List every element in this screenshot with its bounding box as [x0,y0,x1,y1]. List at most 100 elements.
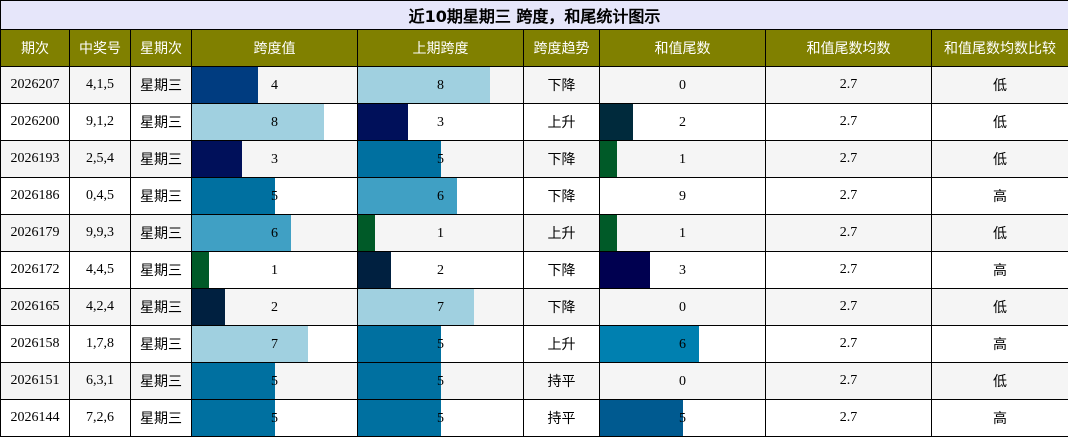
numbers-cell: 6,3,1 [70,363,131,400]
avg-cell: 2.7 [766,289,932,326]
prev-span-bar [358,252,391,288]
span-cell: 7 [192,326,358,363]
span-value: 6 [271,226,278,241]
header-prev-span: 上期跨度 [358,30,524,67]
prev-span-cell: 5 [358,363,524,400]
prev-span-cell: 5 [358,141,524,178]
prev-span-cell: 1 [358,215,524,252]
span-value: 3 [271,152,278,167]
sum-tail-bar [600,400,683,436]
span-cell: 6 [192,215,358,252]
avg-cell: 2.7 [766,326,932,363]
avg-cell: 2.7 [766,363,932,400]
numbers-cell: 4,2,4 [70,289,131,326]
trend-cell: 上升 [524,326,600,363]
header-span: 跨度值 [192,30,358,67]
numbers-cell: 7,2,6 [70,400,131,437]
prev-span-cell: 5 [358,400,524,437]
sum-tail-value: 1 [679,152,686,167]
header-compare: 和值尾数均数比较 [932,30,1068,67]
span-bar [192,104,324,140]
sum-tail-value: 2 [679,115,686,130]
avg-cell: 2.7 [766,67,932,104]
span-cell: 2 [192,289,358,326]
prev-span-cell: 2 [358,252,524,289]
span-value: 5 [271,374,278,389]
span-value: 4 [271,78,278,93]
prev-span-value: 1 [437,226,444,241]
sum-tail-value: 6 [679,337,686,352]
prev-span-cell: 5 [358,326,524,363]
span-bar [192,252,209,288]
header-sum-tail: 和值尾数 [600,30,766,67]
span-bar [192,178,275,214]
header-weekday: 星期次 [131,30,192,67]
compare-cell: 低 [932,215,1068,252]
sum-tail-cell: 9 [600,178,766,215]
period-cell: 2026179 [1,215,70,252]
span-cell: 1 [192,252,358,289]
prev-span-bar [358,141,441,177]
prev-span-value: 3 [437,115,444,130]
compare-cell: 高 [932,400,1068,437]
numbers-cell: 4,4,5 [70,252,131,289]
sum-tail-cell: 0 [600,67,766,104]
numbers-cell: 1,7,8 [70,326,131,363]
trend-cell: 下降 [524,252,600,289]
weekday-cell: 星期三 [131,289,192,326]
trend-cell: 上升 [524,215,600,252]
period-cell: 2026200 [1,104,70,141]
trend-cell: 下降 [524,289,600,326]
prev-span-value: 5 [437,152,444,167]
span-bar [192,67,258,103]
trend-cell: 下降 [524,67,600,104]
compare-cell: 低 [932,104,1068,141]
prev-span-bar [358,289,474,325]
sum-tail-cell: 3 [600,252,766,289]
prev-span-cell: 7 [358,289,524,326]
weekday-cell: 星期三 [131,252,192,289]
trend-cell: 下降 [524,178,600,215]
prev-span-value: 8 [437,78,444,93]
numbers-cell: 9,9,3 [70,215,131,252]
span-bar [192,289,225,325]
trend-cell: 持平 [524,400,600,437]
weekday-cell: 星期三 [131,215,192,252]
sum-tail-value: 1 [679,226,686,241]
span-value: 7 [271,337,278,352]
avg-cell: 2.7 [766,141,932,178]
period-cell: 2026186 [1,178,70,215]
prev-span-bar [358,326,441,362]
span-value: 8 [271,115,278,130]
prev-span-value: 7 [437,300,444,315]
prev-span-bar [358,67,490,103]
sum-tail-cell: 0 [600,289,766,326]
chart-title: 近10期星期三 跨度，和尾统计图示 [1,1,1068,30]
prev-span-bar [358,104,408,140]
period-cell: 2026207 [1,67,70,104]
period-cell: 2026144 [1,400,70,437]
sum-tail-value: 0 [679,78,686,93]
prev-span-value: 2 [437,263,444,278]
numbers-cell: 2,5,4 [70,141,131,178]
prev-span-bar [358,215,375,251]
prev-span-cell: 8 [358,67,524,104]
header-trend: 跨度趋势 [524,30,600,67]
prev-span-cell: 6 [358,178,524,215]
header-avg: 和值尾数均数 [766,30,932,67]
compare-cell: 低 [932,67,1068,104]
sum-tail-bar [600,104,633,140]
prev-span-value: 5 [437,337,444,352]
span-cell: 5 [192,178,358,215]
sum-tail-bar [600,215,617,251]
span-value: 1 [271,263,278,278]
sum-tail-cell: 2 [600,104,766,141]
weekday-cell: 星期三 [131,104,192,141]
span-value: 2 [271,300,278,315]
numbers-cell: 9,1,2 [70,104,131,141]
